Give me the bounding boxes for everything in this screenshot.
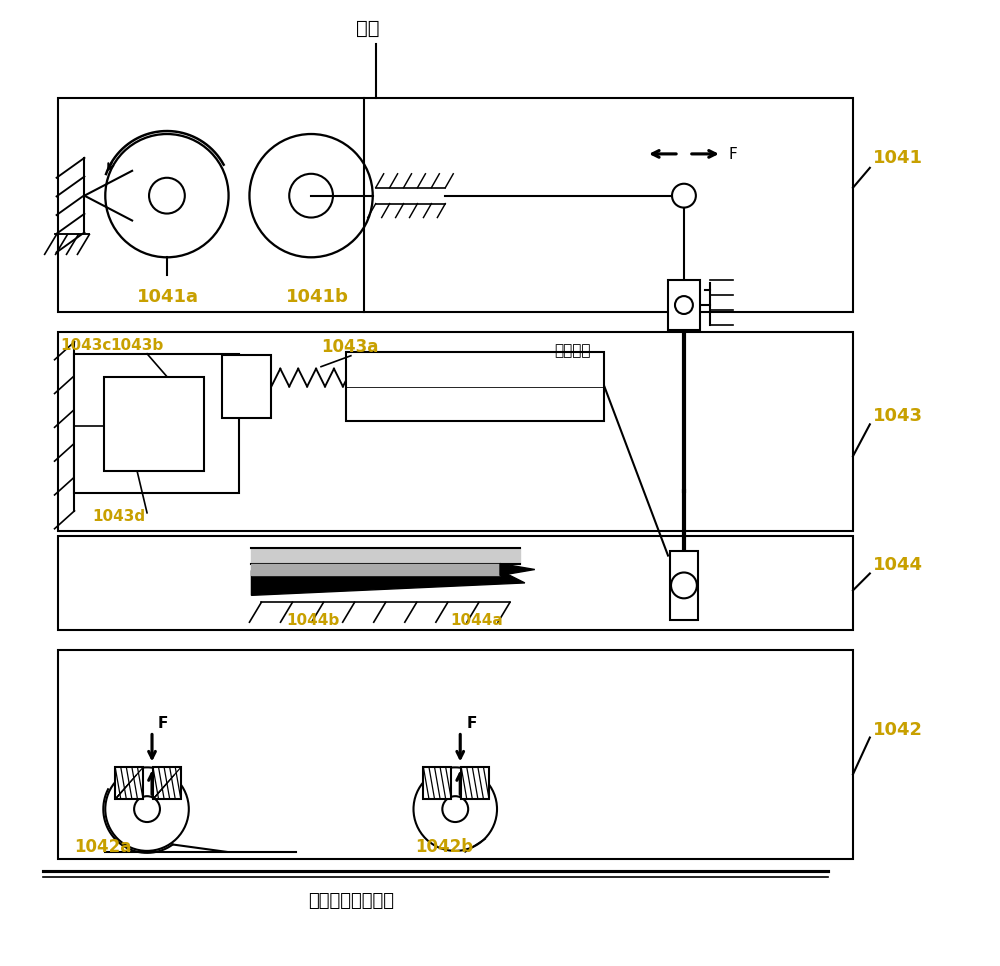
Text: 1043a: 1043a bbox=[321, 338, 378, 355]
Bar bbox=[58, 99, 853, 312]
Bar bbox=[346, 352, 604, 421]
Text: 碳纤维预浸料表面: 碳纤维预浸料表面 bbox=[308, 892, 394, 910]
Bar bbox=[423, 767, 451, 799]
Text: 1043c: 1043c bbox=[61, 338, 112, 353]
Text: 1041a: 1041a bbox=[137, 288, 199, 306]
Bar bbox=[668, 280, 700, 329]
Text: 1043d: 1043d bbox=[92, 509, 145, 524]
Text: 联动杆杆: 联动杆杆 bbox=[555, 343, 591, 357]
Bar bbox=[104, 377, 204, 471]
Bar bbox=[153, 767, 181, 799]
Bar bbox=[461, 767, 489, 799]
Text: F: F bbox=[466, 716, 477, 730]
Text: 1043b: 1043b bbox=[110, 338, 164, 353]
Polygon shape bbox=[500, 563, 535, 576]
Text: 1041: 1041 bbox=[873, 149, 923, 167]
Bar bbox=[74, 354, 239, 493]
Text: 1042: 1042 bbox=[873, 721, 923, 739]
Text: F: F bbox=[158, 716, 168, 730]
Text: 光纤: 光纤 bbox=[356, 18, 379, 38]
Text: F: F bbox=[729, 147, 737, 162]
Text: 1044: 1044 bbox=[873, 556, 923, 575]
Bar bbox=[58, 536, 853, 630]
Text: 1042b: 1042b bbox=[415, 838, 474, 856]
Bar bbox=[115, 767, 143, 799]
Bar bbox=[222, 355, 271, 418]
Bar bbox=[670, 551, 698, 620]
Circle shape bbox=[675, 297, 693, 314]
Text: 1042a: 1042a bbox=[74, 838, 132, 856]
Text: 1044a: 1044a bbox=[450, 613, 503, 628]
Polygon shape bbox=[251, 563, 500, 576]
Bar bbox=[58, 332, 853, 530]
Text: 1041b: 1041b bbox=[286, 288, 349, 306]
Text: 1043: 1043 bbox=[873, 408, 923, 425]
Text: 1044b: 1044b bbox=[286, 613, 339, 628]
Bar bbox=[58, 650, 853, 859]
Polygon shape bbox=[251, 548, 520, 563]
Polygon shape bbox=[251, 571, 525, 595]
